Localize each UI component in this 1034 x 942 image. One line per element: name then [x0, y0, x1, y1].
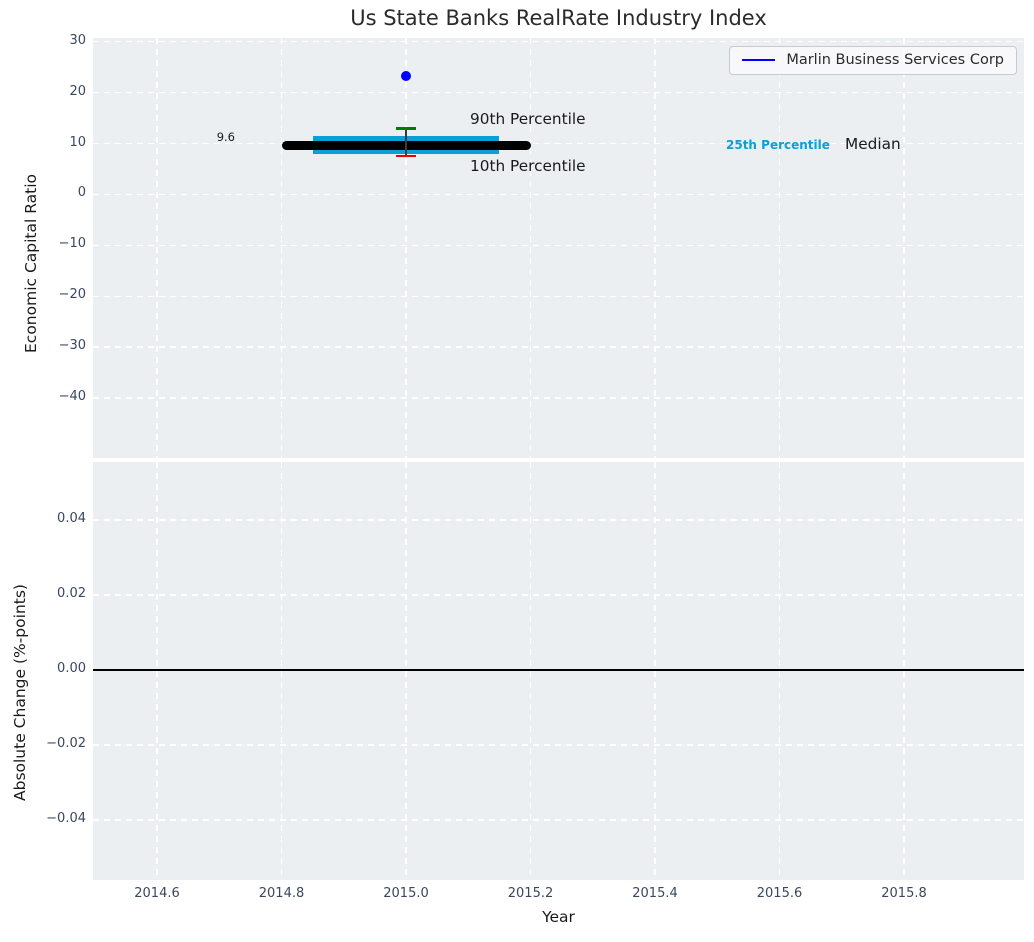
gridline-horizontal [93, 296, 1024, 297]
percentile-cap [396, 127, 416, 130]
gridline-horizontal [93, 92, 1024, 93]
figure: Us State Banks RealRate Industry Index 9… [0, 0, 1034, 942]
y-tick-label: −0.04 [26, 811, 86, 826]
gridline-vertical [654, 38, 655, 458]
gridline-horizontal [93, 194, 1024, 195]
p90-annotation: 90th Percentile [470, 110, 586, 128]
gridline-vertical [530, 38, 531, 458]
y-tick-label: 0.04 [26, 511, 86, 526]
x-tick-label: 2015.2 [496, 886, 566, 901]
gridline-horizontal [93, 245, 1024, 246]
median-annotation: Median [845, 135, 901, 153]
gridline-vertical [654, 462, 655, 880]
bottom-axes-absolute-change [93, 462, 1024, 880]
x-tick-label: 2014.6 [122, 886, 192, 901]
legend-line-sample [742, 59, 775, 61]
gridline-vertical [903, 38, 904, 458]
top-axes-economic-capital-ratio: 9.6 90th Percentile 10th Percentile 25th… [93, 38, 1024, 458]
errorbar-connector [405, 129, 406, 156]
y-tick-label: 30 [26, 33, 86, 48]
y-tick-label: 10 [26, 135, 86, 150]
x-tick-label: 2015.6 [745, 886, 815, 901]
gridline-horizontal [93, 594, 1024, 595]
x-tick-label: 2014.8 [247, 886, 317, 901]
y-tick-label: 0.02 [26, 586, 86, 601]
y-tick-label: −0.02 [26, 736, 86, 751]
gridline-vertical [405, 38, 406, 458]
gridline-vertical [903, 462, 904, 880]
y-tick-label: 0.00 [26, 661, 86, 676]
y-tick-label: 20 [26, 84, 86, 99]
bottom-y-axis-label: Absolute Change (%-points) [11, 584, 29, 801]
p10-annotation: 10th Percentile [470, 157, 586, 175]
company-data-point [401, 71, 411, 81]
gridline-horizontal [93, 744, 1024, 745]
gridline-vertical [156, 462, 157, 880]
chart-title: Us State Banks RealRate Industry Index [93, 6, 1024, 30]
gridline-horizontal [93, 397, 1024, 398]
gridline-horizontal [93, 519, 1024, 520]
gridline-vertical [281, 38, 282, 458]
top-y-axis-label: Economic Capital Ratio [22, 174, 40, 353]
x-axis-label: Year [93, 908, 1024, 926]
x-tick-label: 2015.0 [371, 886, 441, 901]
gridline-vertical [405, 462, 406, 880]
p25-annotation: 25th Percentile [726, 138, 830, 152]
percentile-cap [396, 155, 416, 158]
gridline-vertical [156, 38, 157, 458]
gridline-horizontal [93, 819, 1024, 820]
gridline-vertical [779, 462, 780, 880]
x-tick-label: 2015.8 [869, 886, 939, 901]
zero-line [93, 669, 1024, 671]
gridline-horizontal [93, 41, 1024, 42]
legend-label: Marlin Business Services Corp [786, 52, 1004, 68]
gridline-vertical [779, 38, 780, 458]
gridline-horizontal [93, 346, 1024, 347]
gridline-vertical [281, 462, 282, 880]
median-value-annotation: 9.6 [178, 130, 235, 144]
gridline-vertical [530, 462, 531, 880]
legend: Marlin Business Services Corp [729, 46, 1017, 75]
y-tick-label: −40 [26, 389, 86, 404]
x-tick-label: 2015.4 [620, 886, 690, 901]
